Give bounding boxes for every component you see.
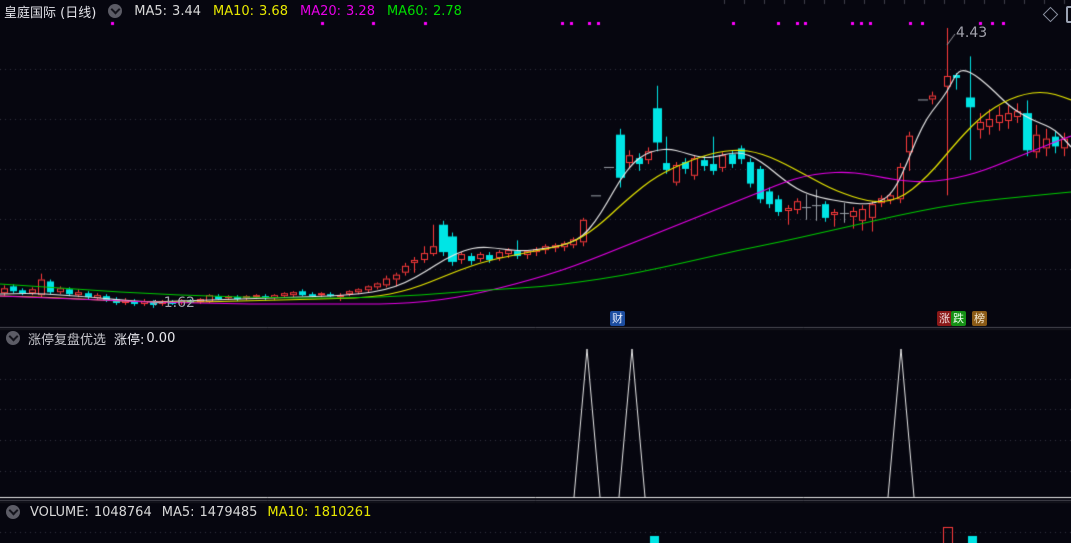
volume-ma10-value: 1810261	[313, 504, 372, 520]
ma20-value: 3.28	[346, 3, 375, 19]
ma5-indicator: MA5: 3.44	[134, 4, 201, 19]
ma10-indicator: MA10: 3.68	[213, 4, 288, 19]
partial-frame-icon[interactable]	[1066, 6, 1071, 23]
stock-title: 皇庭国际 (日线)	[4, 5, 97, 21]
ma20-indicator: MA20: 3.28	[300, 4, 375, 19]
volume-ma5-value: 1479485	[199, 504, 258, 520]
losers-badge[interactable]: 跌	[951, 311, 966, 326]
left-arrow-icon: ←	[152, 295, 164, 311]
ma60-value: 2.78	[433, 3, 462, 19]
ma10-label: MA10:	[213, 3, 255, 19]
volume-ma5-label: MA5:	[161, 504, 195, 520]
low-price-value: 1.62	[163, 295, 195, 311]
collapse-signal-pane-button[interactable]	[6, 331, 20, 345]
signal-indicator-title: 涨停复盘优选	[28, 332, 107, 348]
ma10-value: 3.68	[259, 3, 288, 19]
volume-indicator: VOLUME: 1048764	[30, 505, 152, 520]
collapse-volume-pane-button[interactable]	[6, 505, 20, 519]
main-pane-header: 皇庭国际 (日线) MA5: 3.44 MA10: 3.68 MA20: 3.2…	[4, 3, 462, 21]
low-price-annotation: ←1.62	[152, 295, 195, 311]
high-price-annotation: 4.43	[956, 25, 988, 41]
chevron-down-icon	[8, 331, 18, 342]
volume-ma10-label: MA10:	[267, 504, 309, 520]
signal-value: 0.00	[146, 330, 176, 346]
volume-value: 1048764	[93, 504, 152, 520]
chevron-down-icon	[110, 4, 121, 15]
collapse-main-pane-button[interactable]	[108, 4, 123, 18]
volume-label: VOLUME:	[30, 504, 89, 520]
signal-label: 涨停:	[114, 332, 145, 348]
volume-pane-header: VOLUME: 1048764 MA5: 1479485 MA10: 18102…	[6, 504, 371, 520]
signal-pane-header: 涨停复盘优选 涨停: 0.00	[6, 330, 176, 348]
chevron-down-icon	[8, 505, 18, 516]
finance-badge[interactable]: 财	[610, 311, 625, 326]
ma5-label: MA5:	[134, 3, 168, 19]
gainers-badge[interactable]: 涨	[937, 311, 952, 326]
ma5-value: 3.44	[172, 3, 201, 19]
ranking-badge[interactable]: 榜	[972, 311, 987, 326]
ma20-label: MA20:	[299, 3, 342, 19]
volume-ma5-indicator: MA5: 1479485	[162, 505, 258, 520]
volume-ma10-indicator: MA10: 1810261	[267, 505, 371, 520]
ma60-label: MA60:	[386, 3, 428, 19]
ma60-indicator: MA60: 2.78	[387, 4, 462, 19]
